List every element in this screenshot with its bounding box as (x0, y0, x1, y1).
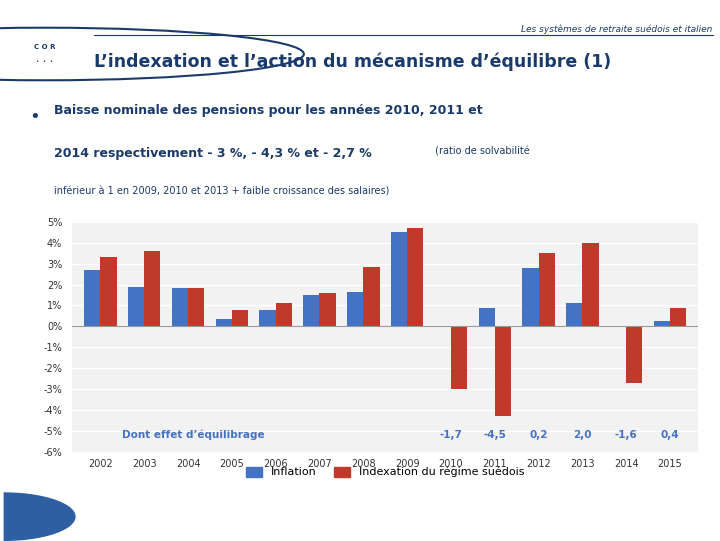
Bar (144, 251, 161, 326)
Legend: Inflation, Indexation du régime suédois: Inflation, Indexation du régime suédois (241, 462, 529, 482)
Bar (495, 326, 511, 416)
Bar (172, 288, 188, 326)
Bar (128, 287, 144, 326)
Text: -1,6: -1,6 (615, 430, 637, 440)
Text: (ratio de solvabilité: (ratio de solvabilité (432, 147, 530, 157)
Bar (347, 292, 364, 326)
Text: 11: 11 (351, 511, 369, 524)
Bar (216, 319, 232, 326)
Text: 2,0: 2,0 (573, 430, 592, 440)
Bar (391, 232, 407, 326)
Bar (101, 258, 117, 326)
Bar (451, 326, 467, 389)
Bar (654, 321, 670, 326)
Bar (670, 307, 686, 326)
Bar (479, 307, 495, 326)
Bar (582, 243, 598, 326)
Text: Les systèmes de retraite suédois et italien: Les systèmes de retraite suédois et ital… (521, 24, 713, 34)
Text: Baisse nominale des pensions pour les années 2010, 2011 et: Baisse nominale des pensions pour les an… (54, 104, 482, 117)
Bar (188, 288, 204, 326)
Polygon shape (4, 492, 76, 541)
Bar (364, 267, 379, 326)
Text: L’indexation et l’action du mécanisme d’équilibre (1): L’indexation et l’action du mécanisme d’… (94, 52, 611, 70)
Bar (259, 309, 276, 326)
Text: C O R: C O R (34, 44, 55, 50)
Bar (320, 293, 336, 326)
Text: www.cor-retraites.fr: www.cor-retraites.fr (609, 513, 698, 522)
Bar (232, 309, 248, 326)
Bar (276, 304, 292, 326)
Text: inférieur à 1 en 2009, 2010 et 2013 + faible croissance des salaires): inférieur à 1 en 2009, 2010 et 2013 + fa… (54, 187, 390, 196)
Bar (566, 304, 582, 326)
Bar (610, 326, 626, 327)
Bar (303, 295, 320, 326)
Bar (407, 228, 423, 326)
Text: -4,5: -4,5 (483, 430, 506, 440)
Text: Séance plénière du COR – 05/07/2017: Séance plénière du COR – 05/07/2017 (101, 513, 273, 523)
Bar (84, 270, 101, 326)
Text: 0,4: 0,4 (661, 430, 679, 440)
Text: •  •  •: • • • (36, 59, 53, 64)
Text: •: • (29, 108, 40, 126)
Text: 2014 respectivement - 3 %, - 4,3 % et - 2,7 %: 2014 respectivement - 3 %, - 4,3 % et - … (54, 147, 372, 160)
Text: -1,7: -1,7 (439, 430, 462, 440)
Bar (626, 326, 642, 383)
Text: Dont effet d’équilibrage: Dont effet d’équilibrage (122, 430, 265, 440)
Bar (539, 253, 554, 326)
Bar (522, 268, 539, 326)
Text: 0,2: 0,2 (529, 430, 548, 440)
